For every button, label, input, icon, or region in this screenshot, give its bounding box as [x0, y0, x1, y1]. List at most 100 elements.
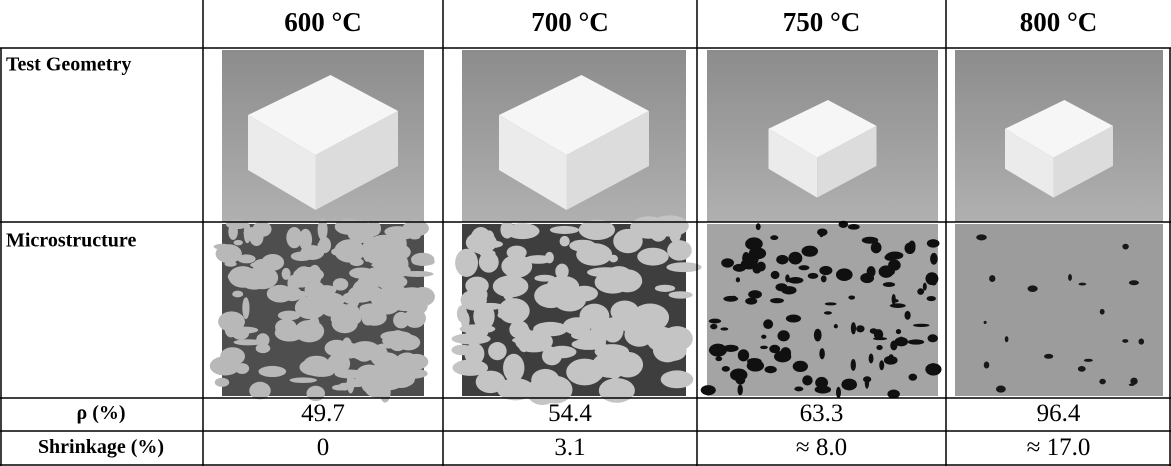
grain	[306, 386, 324, 401]
grain	[572, 339, 606, 350]
grain	[821, 275, 827, 282]
grain	[923, 283, 927, 291]
grain	[299, 359, 331, 376]
grain	[234, 240, 243, 246]
grain	[332, 385, 347, 391]
micrograph	[955, 224, 1163, 396]
grain	[856, 325, 864, 332]
grain	[599, 378, 635, 403]
grain	[341, 337, 352, 358]
grain	[470, 227, 492, 254]
grain	[748, 290, 762, 299]
grain	[745, 298, 757, 305]
grain	[637, 248, 668, 266]
grain	[996, 386, 1006, 393]
grain	[242, 297, 249, 319]
photo	[222, 50, 424, 222]
grain	[776, 255, 788, 265]
cell-value: 0	[317, 434, 330, 461]
cell-value: 49.7	[301, 400, 345, 427]
grain	[1130, 378, 1137, 385]
grain	[769, 345, 780, 353]
grain	[760, 346, 768, 349]
grain	[989, 275, 995, 282]
grain	[290, 377, 317, 383]
grain	[721, 258, 734, 267]
grain	[802, 375, 812, 385]
grain	[860, 273, 874, 283]
grain	[927, 296, 936, 301]
grain	[890, 341, 897, 351]
grain	[653, 337, 682, 362]
grain	[1005, 336, 1009, 342]
grain	[763, 319, 773, 329]
grain	[848, 295, 855, 299]
grain	[834, 324, 838, 328]
grain	[883, 282, 895, 287]
grain	[391, 356, 403, 372]
row-label: Microstructure	[6, 230, 136, 252]
grain	[377, 343, 404, 349]
grain	[723, 345, 739, 352]
grain	[710, 324, 717, 330]
images	[210, 50, 1163, 405]
micrograph	[701, 221, 942, 399]
grain	[515, 330, 553, 352]
grain	[350, 237, 362, 246]
grain	[631, 304, 669, 332]
grain	[595, 271, 631, 294]
grain	[408, 341, 420, 349]
page: Test Geometry Microstructure 600 °C700 °…	[0, 0, 1171, 466]
grain	[299, 327, 308, 338]
grain	[747, 358, 762, 365]
grain	[793, 361, 808, 372]
grain	[753, 265, 762, 273]
grain	[1078, 283, 1086, 286]
grain	[1100, 309, 1105, 315]
grain	[904, 242, 915, 254]
grain	[887, 390, 900, 399]
grain	[579, 220, 615, 240]
grain	[836, 268, 853, 281]
grain	[452, 333, 491, 344]
grain	[493, 275, 529, 297]
grain	[242, 277, 267, 290]
grain	[451, 345, 472, 356]
grain	[770, 298, 784, 303]
grain	[863, 376, 871, 382]
grain	[896, 329, 901, 334]
grain	[375, 274, 407, 289]
grain	[1028, 285, 1038, 292]
grain	[1099, 379, 1106, 385]
photo	[955, 50, 1163, 222]
grain	[650, 224, 667, 242]
grain	[1078, 366, 1086, 372]
grain	[722, 366, 730, 372]
grain	[576, 243, 612, 266]
grain	[788, 277, 804, 284]
row-label: ρ (%)	[76, 402, 125, 424]
grain	[848, 224, 860, 230]
grain	[824, 311, 832, 314]
grain	[819, 348, 825, 359]
grain	[788, 252, 802, 265]
grain	[892, 294, 896, 305]
grain	[984, 361, 990, 368]
grain	[253, 259, 271, 272]
grain	[409, 233, 421, 239]
grain	[661, 370, 694, 388]
grain	[473, 303, 494, 330]
cell-value: 3.1	[554, 434, 585, 461]
grain	[870, 328, 878, 334]
grain	[749, 247, 766, 259]
column-header: 800 °C	[1020, 7, 1098, 37]
grain	[798, 265, 809, 270]
grain	[928, 334, 938, 342]
grain	[469, 278, 480, 304]
grain	[851, 322, 856, 334]
grain	[1044, 354, 1053, 359]
grain	[531, 369, 559, 391]
grain	[294, 320, 324, 342]
grain	[1068, 274, 1072, 281]
grain	[550, 226, 579, 234]
